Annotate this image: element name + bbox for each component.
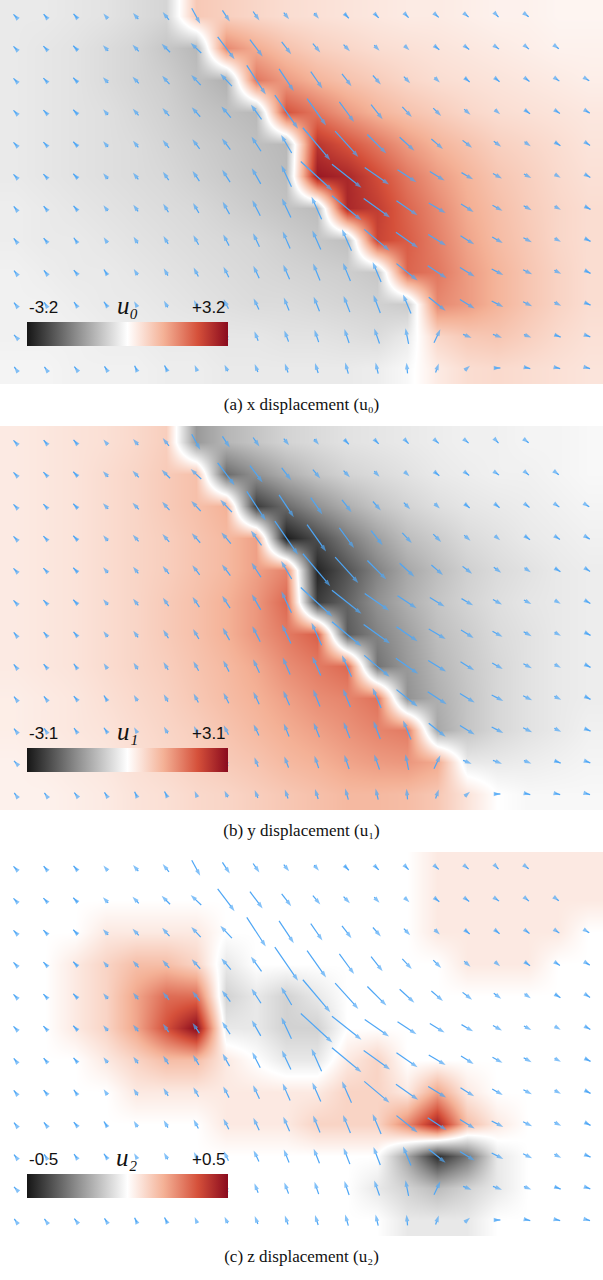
svg-text:u₂: u₂ (116, 1144, 138, 1171)
svg-text:-3.2: -3.2 (29, 298, 58, 317)
html-text:(a) x displacement (u₀): (a) x displacement (u₀) (223, 395, 380, 414)
svg-text:u₁: u₁ (117, 718, 138, 745)
svg-text:u₀: u₀ (117, 292, 138, 319)
svg-text:-3.1: -3.1 (29, 724, 58, 743)
html-text:(b) y displacement (u₁): (b) y displacement (u₁) (223, 821, 380, 840)
svg-text:+3.1: +3.1 (192, 724, 226, 743)
html-text:(c) z displacement (u₂): (c) z displacement (u₂) (224, 1247, 379, 1266)
svg-text:+3.2: +3.2 (192, 298, 226, 317)
svg-text:+0.5: +0.5 (192, 1150, 226, 1169)
svg-text:-0.5: -0.5 (29, 1150, 58, 1169)
